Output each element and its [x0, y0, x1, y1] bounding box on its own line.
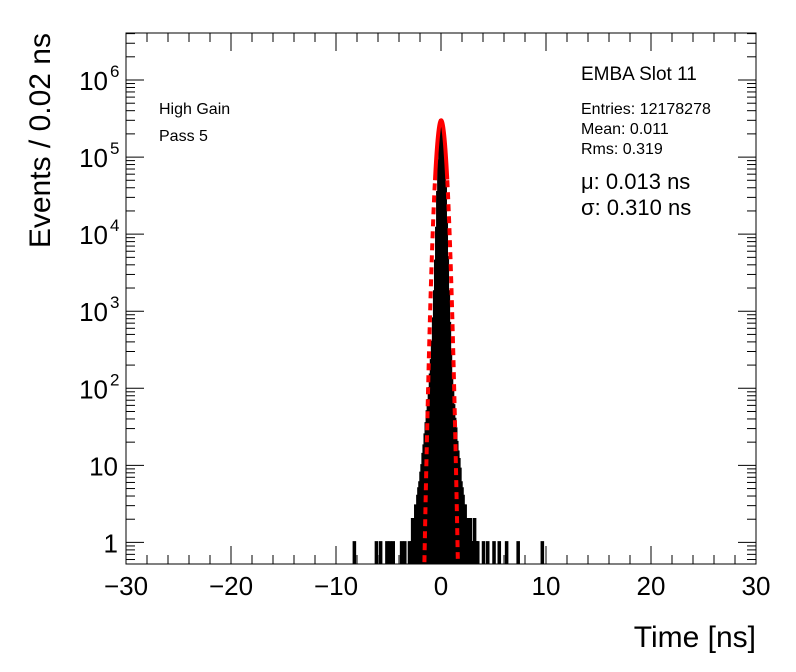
- x-tick-label: −10: [314, 571, 358, 601]
- y-tick-label: 10: [79, 297, 108, 327]
- mu-fit-value: μ: 0.013 ns: [581, 169, 690, 194]
- fit-curve-right-tail: [445, 180, 460, 559]
- x-tick-label: 30: [742, 571, 771, 601]
- histogram-bin: [385, 541, 389, 564]
- histogram-bin: [403, 541, 407, 564]
- rms-stat: Rms: 0.319: [581, 141, 663, 158]
- gaussian-fit: [422, 118, 460, 563]
- x-tick-label: 20: [637, 571, 666, 601]
- x-tick-label: −30: [104, 571, 148, 601]
- histogram-bin: [399, 541, 404, 564]
- histogram-bin: [540, 541, 545, 564]
- y-tick-exponent: 6: [110, 62, 119, 81]
- y-axis-label: Events / 0.02 ns: [24, 33, 57, 248]
- histogram-bin: [485, 541, 490, 564]
- histogram-bin: [391, 541, 395, 564]
- x-tick-label: 0: [434, 571, 448, 601]
- chart-title: EMBA Slot 11: [581, 64, 697, 85]
- sigma-fit-value: σ: 0.310 ns: [581, 195, 691, 220]
- entries-stat: Entries: 12178278: [581, 101, 711, 118]
- histogram-bin: [504, 541, 509, 564]
- histogram-bin: [497, 541, 502, 564]
- pass-label: Pass 5: [159, 128, 208, 145]
- histogram-bin: [475, 541, 480, 564]
- y-tick-exponent: 4: [110, 216, 119, 235]
- fit-curve-left-tail: [422, 181, 437, 563]
- histogram-bin: [492, 541, 496, 564]
- x-tick-labels: −30 −20 −10 0 10 20 30: [104, 571, 771, 601]
- histogram-bin: [516, 541, 520, 564]
- x-axis-label: Time [ns]: [634, 621, 756, 654]
- x-tick-label: −20: [209, 571, 253, 601]
- y-tick-exponent: 3: [110, 293, 119, 312]
- histogram-bin: [374, 541, 379, 564]
- y-tick-label: 10: [89, 451, 118, 481]
- histogram-bin: [481, 541, 486, 564]
- histogram-bin: [352, 541, 357, 564]
- y-tick-label: 10: [79, 374, 108, 404]
- y-tick-label: 10: [79, 220, 108, 250]
- fit-curve-core: [432, 118, 450, 181]
- axis-ticks: [125, 33, 757, 564]
- y-tick-label: 10: [79, 66, 108, 96]
- y-tick-label: 10: [79, 143, 108, 173]
- y-tick-exponent: 5: [110, 139, 119, 158]
- y-tick-exponent: 2: [110, 370, 119, 389]
- mean-stat: Mean: 0.011: [581, 121, 669, 138]
- histogram-bin: [378, 541, 383, 564]
- gain-label: High Gain: [159, 101, 230, 118]
- x-tick-label: 10: [532, 571, 561, 601]
- y-tick-label: 1: [104, 528, 118, 558]
- histogram-bin: [388, 541, 392, 564]
